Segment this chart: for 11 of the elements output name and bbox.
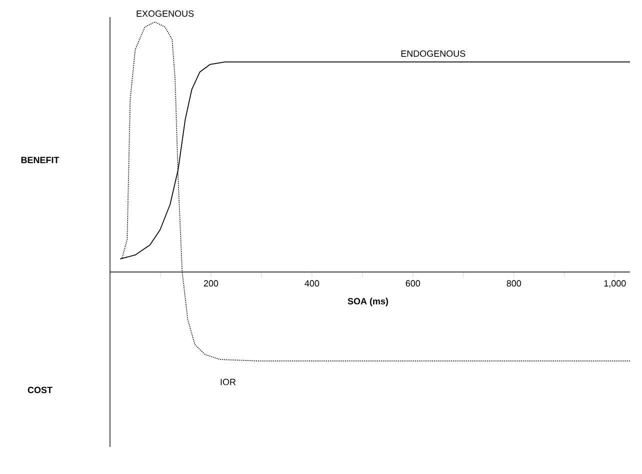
text: IOR bbox=[220, 378, 236, 386]
text: COST bbox=[28, 386, 52, 394]
x-tick-label: 600 bbox=[406, 280, 420, 287]
text: BENEFIT bbox=[21, 156, 60, 164]
x-tick-label: 400 bbox=[304, 280, 320, 287]
x-tick-label: 1,000 bbox=[604, 280, 626, 288]
x-tick-label: 800 bbox=[506, 280, 522, 287]
series-label: ENDOGENOUS bbox=[401, 50, 466, 57]
series-label: EXOGENOUS bbox=[136, 10, 194, 17]
x-axis-title: SOA (ms) bbox=[348, 298, 388, 306]
x-tick-label: 200 bbox=[204, 280, 218, 287]
